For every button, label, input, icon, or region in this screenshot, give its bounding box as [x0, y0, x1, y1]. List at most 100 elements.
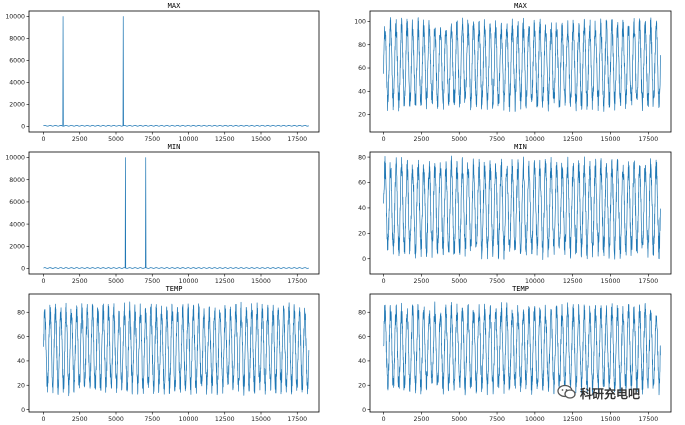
- x-tick-label: 2500: [72, 416, 88, 423]
- y-tick-label: 0: [21, 124, 25, 131]
- x-tick-label: 7500: [144, 278, 160, 285]
- y-tick-label: 0: [362, 256, 366, 263]
- subplot-max-full: MAX 0 2500 5000 7500 10000 12500 15000 17500 0 200…: [5, 2, 320, 143]
- axes-frame: [28, 151, 320, 275]
- x-tick-label: 12500: [563, 278, 583, 285]
- subplot-title: TEMP: [512, 285, 529, 293]
- subplot-title: MAX: [168, 2, 181, 10]
- x-tick-label: 0: [42, 278, 46, 285]
- y-tick-label: 20: [358, 112, 366, 119]
- subplot-title: MIN: [168, 143, 181, 151]
- y-tick-label: 2000: [9, 102, 25, 109]
- x-tick-label: 0: [42, 136, 46, 143]
- subplot-max-clean: MAX 0 2500 5000 7500 10000 12500 15000 17500 20 40…: [354, 2, 672, 143]
- series-line: [43, 124, 310, 127]
- x-tick-label: 5000: [451, 278, 467, 285]
- axes-frame: [28, 10, 320, 133]
- x-tick-label: 17500: [638, 278, 658, 285]
- subplot-min-clean: MIN 0 2500 5000 7500 10000 12500 15000 17500 0 20 4…: [358, 143, 672, 285]
- y-tick-label: 80: [358, 42, 366, 49]
- x-tick-label: 12500: [215, 136, 235, 143]
- x-tick-label: 5000: [108, 416, 124, 423]
- y-tick-label: 80: [358, 309, 366, 316]
- watermark-text: 科研充电吧: [580, 387, 641, 401]
- x-tick-label: 2500: [414, 278, 430, 285]
- wechat-logo-icon: [557, 384, 577, 400]
- x-tick-label: 15000: [601, 416, 621, 423]
- y-tick-label: 20: [17, 382, 25, 389]
- subplot-title: MAX: [514, 2, 527, 10]
- x-tick-label: 5000: [451, 136, 467, 143]
- y-tick-label: 8000: [9, 36, 25, 43]
- subplot-title: MIN: [514, 143, 527, 151]
- x-tick-label: 7500: [144, 416, 160, 423]
- y-tick-label: 40: [358, 358, 366, 365]
- y-tick-label: 100: [354, 19, 366, 26]
- x-tick-label: 15000: [601, 136, 621, 143]
- y-tick-label: 10000: [5, 155, 25, 162]
- spike-line: [145, 157, 147, 269]
- x-tick-label: 10000: [179, 416, 199, 423]
- y-tick-label: 40: [358, 88, 366, 95]
- y-tick-label: 0: [21, 266, 25, 273]
- x-tick-label: 2500: [72, 278, 88, 285]
- axes-frame: [369, 10, 672, 133]
- x-tick-label: 12500: [215, 278, 235, 285]
- y-tick-label: 0: [362, 407, 366, 414]
- series-line: [383, 301, 661, 396]
- x-tick-label: 5000: [451, 416, 467, 423]
- y-tick-label: 40: [358, 205, 366, 212]
- x-tick-label: 17500: [638, 136, 658, 143]
- x-tick-label: 2500: [72, 136, 88, 143]
- y-tick-label: 60: [17, 334, 25, 341]
- x-tick-label: 5000: [108, 278, 124, 285]
- spike-line: [122, 16, 124, 126]
- x-tick-label: 15000: [251, 416, 271, 423]
- x-tick-label: 15000: [251, 136, 271, 143]
- y-tick-label: 80: [358, 154, 366, 161]
- spike-line: [124, 157, 127, 269]
- y-tick-label: 4000: [9, 80, 25, 87]
- y-tick-label: 60: [358, 180, 366, 187]
- x-tick-label: 0: [42, 416, 46, 423]
- series-line: [43, 301, 310, 397]
- y-tick-label: 4000: [9, 221, 25, 228]
- subplot-min-full: MIN 0 2500 5000 7500 10000 12500 15000 17500 0 200…: [5, 143, 320, 285]
- x-tick-label: 0: [382, 136, 386, 143]
- x-tick-label: 15000: [601, 278, 621, 285]
- subplot-temp-left: TEMP 0 2500 5000 7500 10000 12500 15000 17500 0 20…: [17, 285, 320, 423]
- series-line: [383, 155, 661, 260]
- subplot-title: TEMP: [166, 285, 183, 293]
- x-tick-label: 5000: [108, 136, 124, 143]
- y-tick-label: 2000: [9, 243, 25, 250]
- y-tick-label: 60: [358, 334, 366, 341]
- spike-line: [62, 16, 64, 126]
- y-tick-label: 40: [17, 358, 25, 365]
- y-tick-label: 60: [358, 65, 366, 72]
- x-tick-label: 12500: [563, 416, 583, 423]
- subplot-temp-right: TEMP 0 2500 5000 7500 10000 12500 15000 17500 0 20…: [358, 285, 672, 423]
- x-tick-label: 12500: [563, 136, 583, 143]
- x-tick-label: 0: [382, 278, 386, 285]
- x-tick-label: 2500: [414, 416, 430, 423]
- x-tick-label: 7500: [489, 278, 505, 285]
- x-tick-label: 12500: [215, 416, 235, 423]
- series-line: [43, 267, 310, 269]
- y-tick-label: 20: [358, 382, 366, 389]
- x-tick-label: 2500: [414, 136, 430, 143]
- x-tick-label: 17500: [287, 416, 307, 423]
- y-tick-label: 10000: [5, 14, 25, 21]
- x-tick-label: 10000: [525, 136, 545, 143]
- series-line: [383, 17, 661, 112]
- axes-frame: [369, 151, 672, 275]
- x-tick-label: 7500: [489, 136, 505, 143]
- x-tick-label: 17500: [638, 416, 658, 423]
- y-tick-label: 6000: [9, 199, 25, 206]
- x-tick-label: 10000: [179, 136, 199, 143]
- x-tick-label: 17500: [287, 136, 307, 143]
- y-tick-label: 80: [17, 309, 25, 316]
- axes-frame: [369, 293, 672, 413]
- y-tick-label: 20: [358, 231, 366, 238]
- y-tick-label: 0: [21, 407, 25, 414]
